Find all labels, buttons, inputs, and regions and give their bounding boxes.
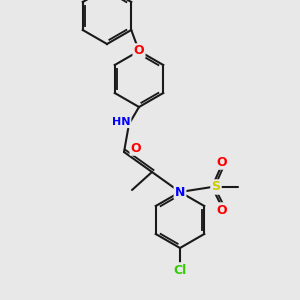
Text: Cl: Cl bbox=[173, 263, 187, 277]
Text: O: O bbox=[217, 203, 227, 217]
Text: HN: HN bbox=[112, 117, 130, 127]
Text: O: O bbox=[131, 142, 141, 154]
Text: O: O bbox=[134, 44, 144, 58]
Text: N: N bbox=[175, 185, 185, 199]
Text: O: O bbox=[217, 155, 227, 169]
Text: S: S bbox=[212, 181, 220, 194]
